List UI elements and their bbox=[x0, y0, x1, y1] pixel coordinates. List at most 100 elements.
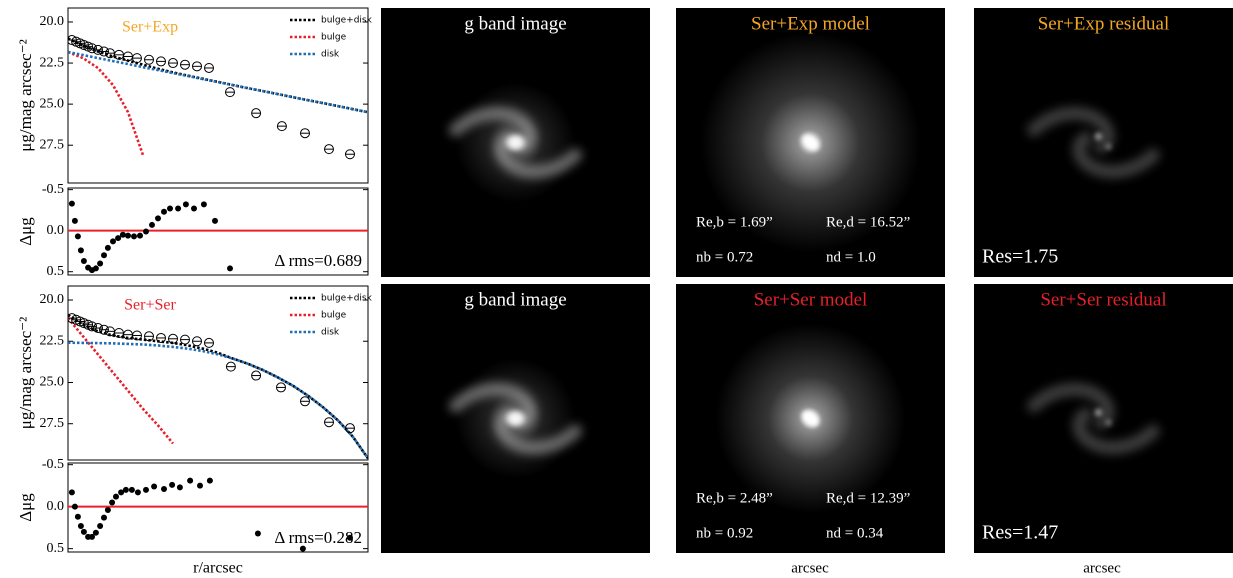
rms-annotation: Δ rms=0.689 bbox=[274, 251, 362, 270]
image-title: Ser+Exp residual bbox=[1038, 13, 1170, 34]
y-axis-label: Δμg bbox=[16, 493, 35, 522]
residual-value: Res=1.75 bbox=[982, 246, 1058, 268]
y-tick-label: 25.0 bbox=[40, 375, 65, 390]
y-tick-label: 27.5 bbox=[40, 137, 65, 152]
x-axis-label: arcsec bbox=[791, 560, 829, 576]
residual-point bbox=[71, 503, 78, 510]
y-tick-label: 20.0 bbox=[40, 292, 65, 307]
y-axis-label: μg/mag arcsec⁻² bbox=[16, 317, 35, 429]
residual-point bbox=[110, 238, 116, 245]
residual-point bbox=[175, 205, 182, 212]
residual-point bbox=[182, 201, 189, 208]
plot-frame bbox=[67, 285, 369, 461]
residual-point bbox=[101, 252, 107, 259]
residual-point bbox=[92, 529, 99, 536]
model-parameter: Re,d = 12.39” bbox=[826, 490, 910, 506]
residual-point bbox=[254, 530, 261, 537]
legend-label: bulge bbox=[321, 311, 347, 321]
residual-knot bbox=[1094, 408, 1103, 417]
residual-point bbox=[92, 265, 99, 272]
y-tick-label: -0.5 bbox=[42, 457, 64, 472]
residual-point bbox=[143, 486, 149, 493]
residual-knot bbox=[1105, 143, 1112, 150]
panel-title: Ser+Exp bbox=[122, 19, 178, 36]
y-tick-label: 0.5 bbox=[47, 541, 65, 556]
series-line bbox=[68, 50, 368, 114]
spiral-arm bbox=[449, 382, 537, 430]
residual-point bbox=[169, 481, 176, 488]
residual-point bbox=[347, 534, 353, 541]
y-tick-label: 0.0 bbox=[47, 499, 65, 514]
model-core bbox=[801, 410, 820, 427]
series-line bbox=[68, 37, 368, 114]
model-parameter: nb = 0.72 bbox=[696, 249, 753, 265]
panel-title: Ser+Ser bbox=[124, 297, 176, 314]
residual-point bbox=[200, 201, 207, 208]
residual-knot bbox=[1094, 132, 1103, 141]
spiral-arm bbox=[449, 106, 537, 154]
plot-area bbox=[68, 313, 368, 460]
plot-area bbox=[68, 200, 368, 274]
residual-point bbox=[109, 499, 116, 506]
residual-point bbox=[68, 200, 75, 207]
residual-point bbox=[227, 265, 233, 272]
residual-point bbox=[299, 545, 306, 552]
model-parameter: nd = 1.0 bbox=[826, 249, 876, 265]
series-line bbox=[68, 313, 368, 460]
residual-point bbox=[151, 483, 158, 490]
y-tick-label: 22.5 bbox=[40, 333, 65, 348]
plot-area bbox=[68, 477, 368, 552]
rms-annotation: Δ rms=0.282 bbox=[274, 528, 362, 547]
residual-point bbox=[80, 528, 87, 535]
residual-point bbox=[143, 228, 149, 235]
x-axis-label: arcsec bbox=[1083, 560, 1121, 576]
image-title: Ser+Ser residual bbox=[1040, 289, 1166, 310]
spiral-arm bbox=[1072, 407, 1160, 455]
series-line bbox=[68, 50, 145, 156]
image-title: Ser+Ser model bbox=[754, 289, 868, 310]
residual-point bbox=[74, 233, 81, 240]
y-axis-label: μg/mag arcsec⁻² bbox=[16, 39, 35, 151]
residual-point bbox=[77, 522, 84, 529]
residual-point bbox=[212, 217, 218, 224]
residual-point bbox=[161, 208, 167, 215]
residual-point bbox=[97, 522, 104, 529]
model-parameter: Re,d = 16.52” bbox=[826, 214, 910, 230]
series-line bbox=[68, 341, 368, 460]
spiral-arm bbox=[1027, 382, 1115, 430]
image-title: Ser+Exp model bbox=[751, 13, 870, 34]
galaxy-core bbox=[503, 408, 528, 429]
x-axis-label: r/arcsec bbox=[193, 560, 243, 577]
residual-point bbox=[115, 235, 122, 242]
residual-point bbox=[97, 260, 104, 267]
residual-point bbox=[137, 232, 143, 239]
residual-point bbox=[176, 484, 183, 491]
y-tick-label: 22.5 bbox=[40, 55, 65, 70]
model-parameter: Re,b = 2.48” bbox=[696, 490, 773, 506]
residual-point bbox=[206, 477, 213, 484]
residual-point bbox=[191, 205, 197, 212]
residual-point bbox=[68, 489, 75, 496]
residual-point bbox=[118, 489, 125, 496]
residual-point bbox=[161, 486, 167, 493]
legend-label: bulge+disk bbox=[321, 16, 373, 26]
residual-point bbox=[104, 507, 111, 514]
residual-knot bbox=[1105, 419, 1112, 426]
residual-point bbox=[104, 244, 111, 251]
image-title: g band image bbox=[464, 13, 566, 34]
residual-point bbox=[71, 217, 78, 224]
legend-label: bulge+disk bbox=[321, 294, 373, 304]
series-line bbox=[68, 317, 175, 445]
residual-point bbox=[155, 215, 161, 222]
residual-point bbox=[131, 233, 137, 240]
model-parameter: Re,b = 1.69” bbox=[696, 214, 773, 230]
y-tick-label: -0.5 bbox=[42, 182, 64, 197]
model-core bbox=[801, 134, 820, 151]
residual-point bbox=[149, 221, 155, 228]
residual-point bbox=[119, 231, 126, 238]
residual-point bbox=[101, 514, 107, 521]
residual-point bbox=[197, 482, 203, 489]
residual-point bbox=[187, 477, 194, 484]
